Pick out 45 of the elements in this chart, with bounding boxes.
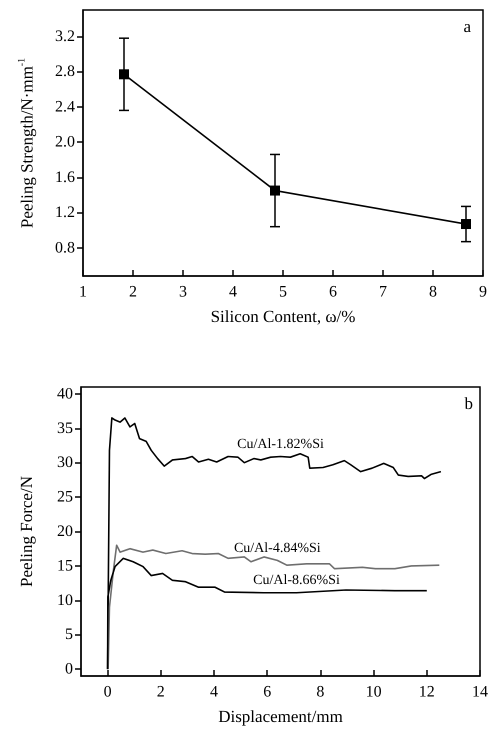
x-axis-title: Displacement/mm xyxy=(218,707,343,726)
x-tick-label: 10 xyxy=(366,684,382,700)
y-tick-label: 15 xyxy=(57,557,73,574)
x-tick-label: 9 xyxy=(479,284,487,300)
y-tick-label: 0 xyxy=(65,660,73,678)
y-tick-label: 10 xyxy=(57,592,73,609)
y-tick-label: 5 xyxy=(65,626,73,644)
annotation: a xyxy=(463,17,472,36)
y-tick-label: 3.2 xyxy=(55,28,75,45)
x-tick-label: 0 xyxy=(104,684,112,700)
annotation: b xyxy=(464,394,473,413)
x-tick-label: 4 xyxy=(210,684,218,700)
series-label: Cu/Al-4.84%Si xyxy=(234,540,321,556)
x-axis-title: Silicon Content, ω/% xyxy=(210,307,356,326)
y-tick-label: 1.6 xyxy=(55,168,75,186)
point xyxy=(270,186,280,196)
x-tick-label: 2 xyxy=(129,284,137,300)
y-tick-label: 0.8 xyxy=(55,239,75,256)
x-tick-label: 14 xyxy=(472,684,488,700)
y-axis-title: Peeling Strength/N·mm-1 xyxy=(16,58,36,228)
x-tick-label: 12 xyxy=(418,684,435,700)
y-tick-label: 2.0 xyxy=(55,134,75,151)
x-tick-label: 5 xyxy=(279,284,287,300)
series-label: Cu/Al-1.82%Si xyxy=(237,437,324,452)
x-tick-label: 4 xyxy=(229,284,237,300)
point xyxy=(119,69,129,80)
x-tick-label: 3 xyxy=(179,284,187,300)
x-tick-label: 1 xyxy=(79,284,87,300)
y-tick-label: 1.2 xyxy=(55,204,75,222)
x-tick-label: 2 xyxy=(156,684,165,700)
x-tick-label: 7 xyxy=(379,284,387,300)
y-tick-label: 2.4 xyxy=(55,98,75,116)
y-tick-label: 20 xyxy=(57,523,73,540)
y-tick-label: 2.8 xyxy=(55,63,75,80)
x-tick-label: 6 xyxy=(263,684,272,700)
point xyxy=(461,219,471,230)
y-tick-label: 30 xyxy=(57,454,73,472)
x-tick-label: 8 xyxy=(316,684,324,700)
y-tick-label: 25 xyxy=(57,488,73,506)
x-tick-label: 6 xyxy=(329,284,337,300)
y-tick-label: 35 xyxy=(57,420,73,437)
series-label: Cu/Al-8.66%Si xyxy=(253,573,340,588)
y-axis-title: Peeling Force/N xyxy=(17,476,36,587)
x-tick-label: 8 xyxy=(429,284,437,300)
y-tick-label: 40 xyxy=(57,385,73,402)
